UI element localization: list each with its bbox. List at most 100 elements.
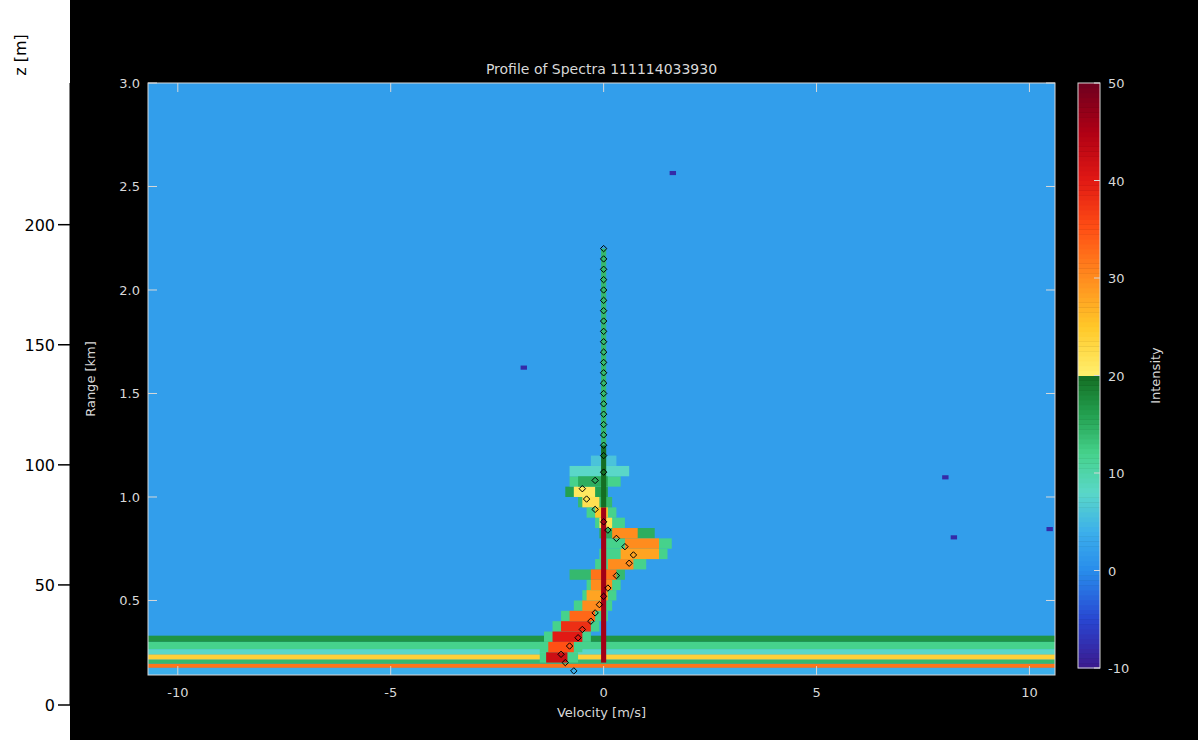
spectrum-cell <box>561 611 608 621</box>
spectrum-cell <box>942 475 948 479</box>
chart: -10-50510Velocity [m/s]0.51.01.52.02.53.… <box>0 0 1198 740</box>
colorbar-step <box>1078 395 1100 400</box>
colorbar-step <box>1078 473 1100 478</box>
colorbar-step <box>1078 653 1100 658</box>
colorbar-step <box>1078 497 1100 502</box>
colorbar-tick-label: 30 <box>1108 271 1125 286</box>
colorbar-step <box>1078 83 1100 88</box>
spectrum-cell <box>148 664 1055 668</box>
colorbar-tick-label: 10 <box>1108 466 1125 481</box>
colorbar-title: Intensity <box>1148 347 1163 404</box>
moment-marker <box>600 266 606 272</box>
colorbar-step <box>1078 268 1100 273</box>
colorbar-step <box>1078 600 1100 605</box>
colorbar-step <box>1078 239 1100 244</box>
colorbar-step <box>1078 224 1100 229</box>
x-axis-title: Velocity [m/s] <box>557 705 646 720</box>
y-tick <box>1046 496 1055 497</box>
colorbar-tick <box>1094 473 1100 474</box>
y2-tick <box>58 464 70 466</box>
colorbar-tick-label: 0 <box>1108 564 1116 579</box>
colorbar-step <box>1078 366 1100 371</box>
y-tick-label: 0.5 <box>119 593 140 608</box>
y2-tick-label: 100 <box>24 456 55 475</box>
spectrum-cell <box>148 668 1055 675</box>
colorbar-step <box>1078 380 1100 385</box>
colorbar-step <box>1078 463 1100 468</box>
y2-tick-label: 0 <box>45 696 55 715</box>
y-tick <box>148 289 157 290</box>
moment-marker <box>583 496 589 502</box>
colorbar-step <box>1078 302 1100 307</box>
spectrum-cell <box>570 466 630 476</box>
colorbar-tick <box>1094 83 1100 84</box>
moment-marker <box>600 380 606 386</box>
y2-tick <box>58 224 70 226</box>
spectrum-cell <box>1046 527 1052 531</box>
colorbar-step <box>1078 590 1100 595</box>
spectrum-cell <box>570 569 625 579</box>
y-tick <box>1046 600 1055 601</box>
colorbar-step <box>1078 298 1100 303</box>
colorbar-step <box>1078 507 1100 512</box>
colorbar-tick-label: 20 <box>1108 369 1125 384</box>
colorbar-step <box>1078 332 1100 337</box>
colorbar-step <box>1078 142 1100 147</box>
moment-marker <box>600 411 606 417</box>
colorbar-step <box>1078 234 1100 239</box>
colorbar-step <box>1078 312 1100 317</box>
colorbar-step <box>1078 112 1100 117</box>
colorbar-step <box>1078 580 1100 585</box>
colorbar-step <box>1078 151 1100 156</box>
colorbar-step <box>1078 220 1100 225</box>
spectrum-cell <box>570 476 621 486</box>
colorbar-step <box>1078 566 1100 571</box>
x-tick <box>816 83 817 92</box>
colorbar-step <box>1078 429 1100 434</box>
moment-marker <box>600 318 606 324</box>
moment-marker <box>596 601 602 607</box>
moment-marker <box>605 527 611 533</box>
colorbar-step <box>1078 454 1100 459</box>
y-tick <box>1046 186 1055 187</box>
colorbar-step <box>1078 556 1100 561</box>
y-tick <box>1046 393 1055 394</box>
colorbar-tick-label: 50 <box>1108 76 1125 91</box>
colorbar-step <box>1078 439 1100 444</box>
spectrum-cell <box>601 249 606 446</box>
y2-axis-line <box>70 83 71 705</box>
spectrum-cell <box>521 366 527 370</box>
colorbar-step <box>1078 419 1100 424</box>
moment-marker <box>600 401 606 407</box>
x-tick-label: 0 <box>599 685 607 700</box>
colorbar-step <box>1078 502 1100 507</box>
colorbar-step <box>1078 185 1100 190</box>
colorbar-step <box>1078 190 1100 195</box>
colorbar-step <box>1078 468 1100 473</box>
spectrum-cell <box>951 535 957 539</box>
colorbar-step <box>1078 458 1100 463</box>
moment-marker <box>600 421 606 427</box>
moment-marker <box>600 276 606 282</box>
colorbar-step <box>1078 278 1100 283</box>
colorbar-step <box>1078 634 1100 639</box>
moment-marker <box>600 339 606 345</box>
colorbar-step <box>1078 536 1100 541</box>
x-tick <box>603 83 604 92</box>
y-tick-label: 1.5 <box>119 386 140 401</box>
y-tick <box>1046 289 1055 290</box>
moment-marker <box>600 359 606 365</box>
colorbar-step <box>1078 595 1100 600</box>
colorbar-step <box>1078 351 1100 356</box>
colorbar-step <box>1078 107 1100 112</box>
page-background <box>0 0 1198 740</box>
moment-marker <box>600 469 606 475</box>
moment-marker <box>600 442 606 448</box>
spectrum-cell <box>582 600 603 610</box>
moment-marker <box>592 477 598 483</box>
colorbar-step <box>1078 273 1100 278</box>
colorbar-step <box>1078 649 1100 654</box>
moment-marker <box>558 651 564 657</box>
colorbar-step <box>1078 93 1100 98</box>
colorbar-step <box>1078 146 1100 151</box>
